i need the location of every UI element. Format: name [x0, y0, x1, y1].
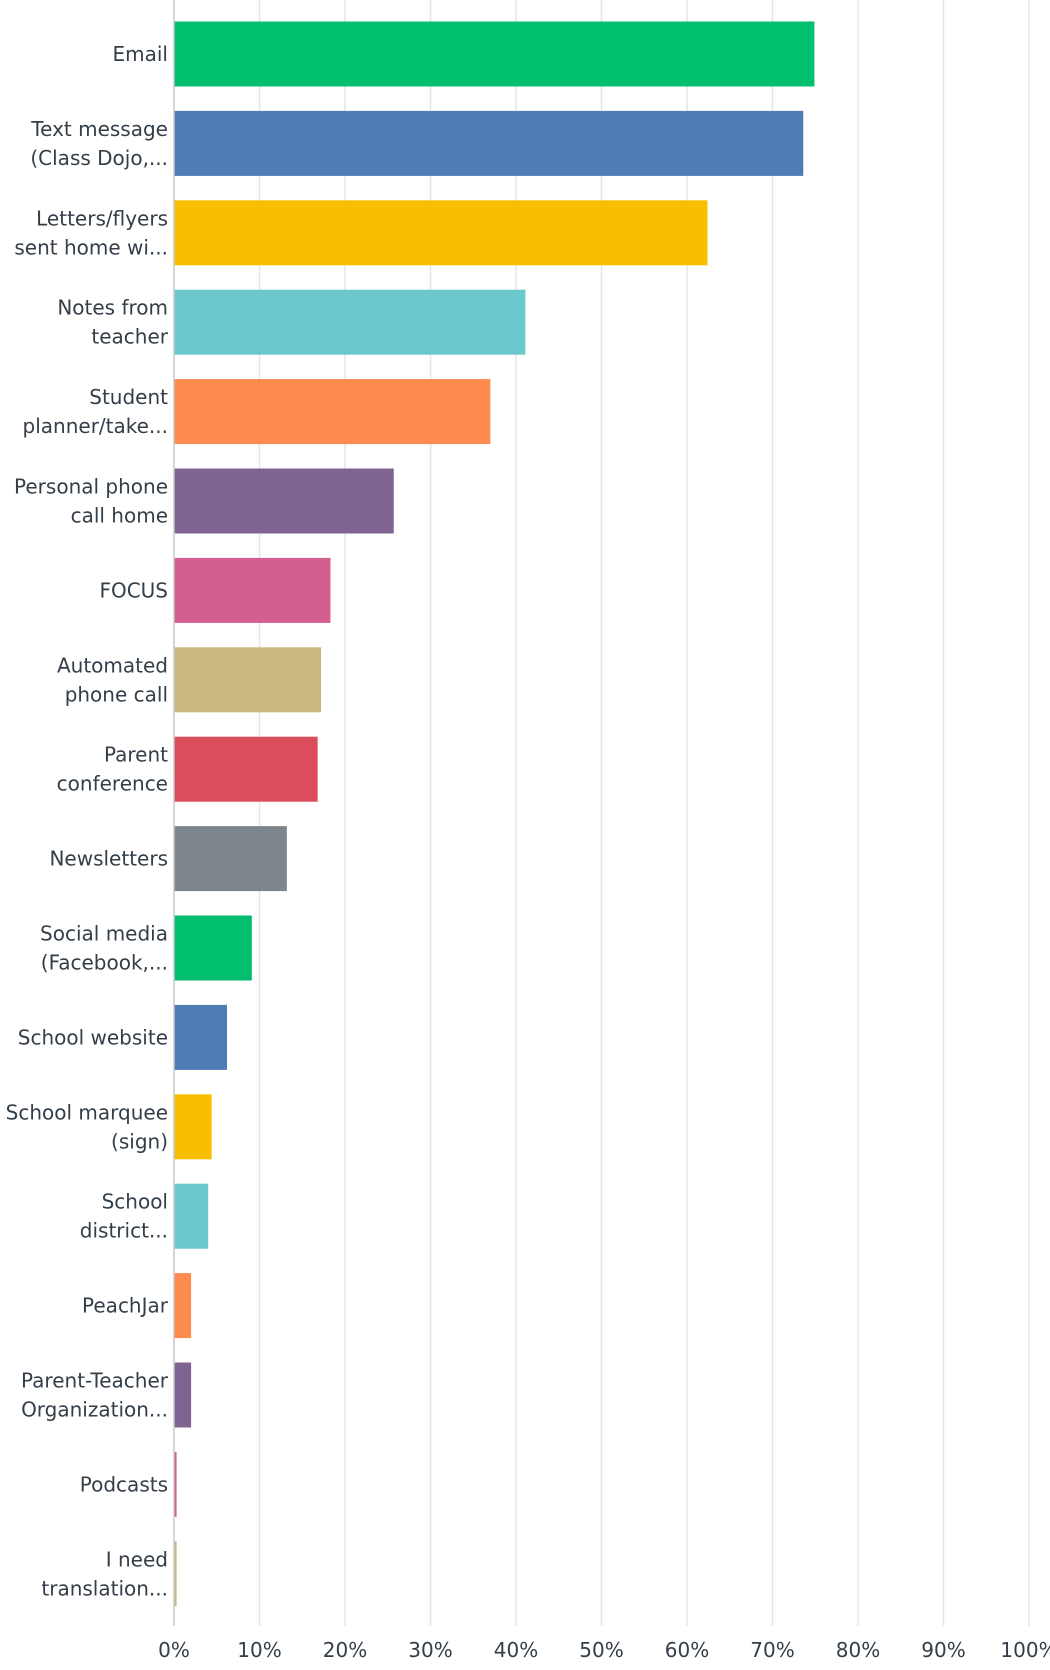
bar[interactable]: [174, 1004, 228, 1070]
category-label-line: Organization...: [21, 1398, 168, 1422]
category-label: I need translation...: [41, 1547, 168, 1600]
x-tick-label: 60%: [665, 1638, 709, 1662]
category-label-line: Parent-Teacher: [21, 1369, 169, 1393]
category-label-line: (Class Dojo,...: [30, 146, 168, 170]
x-tick-label: 50%: [579, 1638, 623, 1662]
category-label-line: district...: [80, 1219, 168, 1243]
bars: [174, 21, 815, 1607]
category-label-line: School: [102, 1190, 168, 1214]
bar[interactable]: [174, 915, 252, 981]
category-label-line: Text message: [30, 117, 168, 141]
bar[interactable]: [174, 21, 815, 87]
gridlines: [258, 0, 1030, 1626]
category-label: Social media (Facebook,...: [40, 922, 168, 975]
category-labels: Email Text message (Class Dojo,... Letters/…: [6, 42, 169, 1600]
x-tick-label: 90%: [921, 1638, 965, 1662]
category-label-line: Social media: [40, 922, 168, 946]
category-label-line: I need: [106, 1547, 168, 1571]
category-label: Notes from teacher: [57, 296, 168, 349]
bar[interactable]: [174, 557, 331, 623]
category-label: School district...: [80, 1190, 168, 1243]
x-tick-label: 30%: [408, 1638, 452, 1662]
category-label: Parent-Teacher Organization...: [21, 1369, 169, 1422]
category-label-line: Podcasts: [80, 1472, 168, 1496]
x-tick-label: 80%: [836, 1638, 880, 1662]
category-label: PeachJar: [82, 1294, 169, 1318]
category-label-line: Notes from: [57, 296, 168, 320]
category-label: School marquee (sign): [6, 1100, 168, 1153]
bar[interactable]: [174, 647, 322, 713]
x-axis-tick-labels: 0% 10% 20% 30% 40% 50% 60% 70% 80% 90% 100%: [158, 1638, 1050, 1662]
bar[interactable]: [174, 1541, 177, 1607]
category-label-line: Personal phone: [14, 475, 168, 499]
bar[interactable]: [174, 379, 491, 445]
category-label: School website: [18, 1025, 168, 1049]
x-tick-label: 10%: [237, 1638, 281, 1662]
category-label-line: (Facebook,...: [41, 951, 168, 975]
category-label-line: planner/take...: [23, 414, 168, 438]
category-label: Student planner/take...: [23, 385, 169, 438]
bar[interactable]: [174, 1273, 192, 1339]
bar[interactable]: [174, 1451, 177, 1517]
bar[interactable]: [174, 1094, 212, 1160]
bar[interactable]: [174, 200, 708, 266]
category-label-line: Letters/flyers: [36, 206, 168, 230]
category-label: FOCUS: [99, 578, 168, 602]
category-label: Automated phone call: [57, 653, 168, 706]
category-label-line: PeachJar: [82, 1294, 169, 1318]
bar[interactable]: [174, 1183, 209, 1249]
x-tick-label: 20%: [323, 1638, 367, 1662]
x-tick-label: 70%: [750, 1638, 794, 1662]
x-tick-label: 0%: [158, 1638, 190, 1662]
category-label: Letters/flyers sent home wi...: [14, 206, 168, 259]
category-label-line: School website: [18, 1025, 168, 1049]
bar[interactable]: [174, 289, 526, 355]
category-label-line: Parent: [104, 743, 168, 767]
category-label: Email: [113, 42, 169, 66]
category-label-line: School marquee: [6, 1100, 168, 1124]
bar[interactable]: [174, 468, 394, 534]
category-label-line: Student: [89, 385, 168, 409]
category-label-line: teacher: [91, 325, 168, 349]
category-label-line: call home: [71, 504, 168, 528]
category-label-line: Email: [113, 42, 169, 66]
category-label-line: conference: [57, 772, 168, 796]
category-label: Newsletters: [49, 847, 168, 871]
category-label: Personal phone call home: [14, 475, 168, 528]
category-label-line: Automated: [57, 653, 168, 677]
bar[interactable]: [174, 110, 804, 176]
category-label-line: translation...: [41, 1576, 168, 1600]
bar[interactable]: [174, 826, 287, 892]
category-label: Podcasts: [80, 1472, 168, 1496]
bar[interactable]: [174, 1362, 192, 1428]
category-label: Text message (Class Dojo,...: [30, 117, 168, 170]
bar[interactable]: [174, 736, 318, 802]
category-label-line: FOCUS: [99, 578, 168, 602]
category-label-line: sent home wi...: [14, 235, 168, 259]
x-tick-label: 100%: [1000, 1638, 1050, 1662]
x-tick-label: 40%: [494, 1638, 538, 1662]
category-label-line: Newsletters: [49, 847, 168, 871]
category-label-line: (sign): [111, 1129, 168, 1153]
category-label-line: phone call: [65, 682, 168, 706]
category-label: Parent conference: [57, 743, 168, 796]
